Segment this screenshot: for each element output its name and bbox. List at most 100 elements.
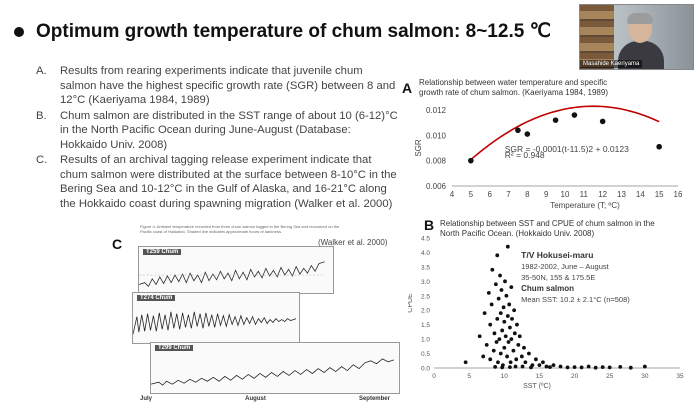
data-point	[500, 365, 505, 370]
data-point	[493, 282, 498, 287]
trend-line	[470, 105, 660, 161]
month-label: September	[358, 396, 390, 402]
y-tick-label: 0.5	[421, 351, 430, 358]
data-point	[502, 345, 507, 350]
data-point	[586, 364, 591, 369]
y-tick-label: 0.012	[426, 106, 447, 115]
data-point	[572, 365, 577, 370]
data-point	[552, 117, 559, 123]
x-tick-label: 25	[606, 373, 614, 380]
y-tick-label: 0.008	[426, 157, 447, 166]
data-point	[502, 319, 507, 324]
participant-name: Masahide Kaeriyama	[580, 60, 643, 68]
data-point	[593, 365, 598, 370]
data-point	[486, 290, 491, 295]
x-tick-label: 15	[536, 373, 544, 380]
panel-b-label: B	[424, 217, 435, 233]
data-point	[507, 302, 512, 307]
data-point	[523, 360, 528, 365]
temperature-trace	[133, 311, 297, 335]
data-point	[491, 348, 496, 353]
data-point	[541, 360, 545, 365]
data-point	[468, 157, 474, 164]
archival-tag-figure: C Figure 4. Ambient temperature recorded…	[110, 222, 406, 406]
y-tick-label: 1.0	[421, 337, 430, 344]
finding-item-c: C. Results of an archival tagging releas…	[36, 153, 398, 211]
x-tick-label: 5	[467, 373, 471, 380]
panel-b-caption-line: North Pacific Ocean. (Hokkaido Univ. 200…	[440, 229, 595, 238]
data-point	[516, 342, 521, 347]
data-point	[548, 365, 552, 370]
legend-area: 35-50N, 155 & 175.5E	[521, 273, 595, 282]
x-tick-label: 5	[469, 190, 474, 199]
title-bullet-icon	[14, 26, 24, 37]
data-point	[505, 354, 509, 359]
data-point	[482, 311, 487, 316]
data-point	[558, 364, 563, 369]
panel-a-caption-line: growth rate of chum salmon. (Kaeriyama 1…	[419, 88, 608, 97]
legend-years: 1982-2002, June – August	[521, 262, 609, 271]
data-point	[628, 365, 633, 370]
finding-text: Results of an archival tagging release e…	[60, 154, 397, 210]
month-label: August	[245, 396, 266, 402]
data-point	[599, 118, 606, 125]
x-tick-label: 6	[487, 190, 492, 199]
finding-letter: C.	[36, 154, 48, 166]
data-point	[504, 293, 509, 298]
data-point	[496, 296, 501, 301]
data-point	[510, 316, 514, 321]
data-point	[565, 365, 570, 370]
x-tick-label: 15	[655, 190, 664, 199]
panel-b-caption-line: Relationship between SST and CPUE of chu…	[440, 219, 655, 228]
tag-label: T274 Chum	[137, 295, 176, 301]
data-point	[618, 364, 623, 369]
month-label: July	[140, 396, 153, 402]
y-tick-label: 2.5	[421, 293, 430, 300]
finding-item-a: A. Results from rearing experiments indi…	[36, 64, 398, 108]
x-tick-label: 8	[525, 190, 530, 199]
tag-trace-strip: T274 Chum	[132, 292, 300, 344]
legend-mean-sst: Mean SST: 10.2 ± 2.1°C (n=508)	[521, 295, 630, 304]
legend-vessel: T/V Hokusei-maru	[521, 250, 593, 260]
x-tick-label: 11	[580, 190, 589, 199]
data-point	[499, 288, 504, 292]
y-axis-title: CPUE	[408, 293, 414, 313]
presenter-hair	[627, 13, 653, 24]
x-tick-label: 20	[571, 373, 579, 380]
x-tick-label: 10	[501, 373, 509, 380]
x-axis-title: Temperature (T; ºC)	[550, 201, 620, 210]
data-point	[524, 131, 531, 137]
data-point	[490, 267, 495, 272]
y-tick-label: 3.5	[421, 264, 430, 271]
y-tick-label: 3.0	[421, 279, 430, 286]
data-point	[508, 360, 513, 365]
data-point	[520, 364, 525, 369]
x-tick-label: 7	[506, 190, 511, 199]
y-axis-title: SGR	[414, 139, 423, 157]
data-point	[505, 314, 510, 318]
data-point	[600, 365, 605, 370]
data-point	[529, 365, 533, 370]
finding-text: Chum salmon are distributed in the SST r…	[60, 109, 398, 151]
data-point	[512, 331, 517, 336]
y-tick-label: 0.0	[421, 366, 430, 373]
data-point	[498, 311, 503, 316]
x-tick-label: 30	[641, 373, 649, 380]
data-point	[519, 354, 524, 359]
data-point	[579, 365, 584, 370]
slide-title: Optimum growth temperature of chum salmo…	[36, 21, 551, 42]
data-point	[511, 348, 516, 353]
y-tick-label: 0.010	[426, 131, 447, 140]
data-point	[488, 357, 493, 362]
data-point	[537, 363, 542, 368]
sgr-temperature-chart: 4 5 6 7 8 9 10 11 12 13 14 15 16 0.006 0.008 0.010 0.012…	[414, 105, 683, 210]
fit-r-squared: R² = 0.948	[505, 150, 545, 160]
data-point	[571, 112, 578, 118]
x-tick-label: 12	[598, 190, 607, 199]
data-point	[508, 365, 512, 370]
data-point	[512, 308, 517, 313]
panel-a-caption-line: Relationship between water temperature a…	[419, 78, 608, 87]
data-point	[500, 328, 505, 333]
data-point	[515, 127, 521, 134]
presenter-video-tile[interactable]: Masahide Kaeriyama	[579, 4, 694, 70]
